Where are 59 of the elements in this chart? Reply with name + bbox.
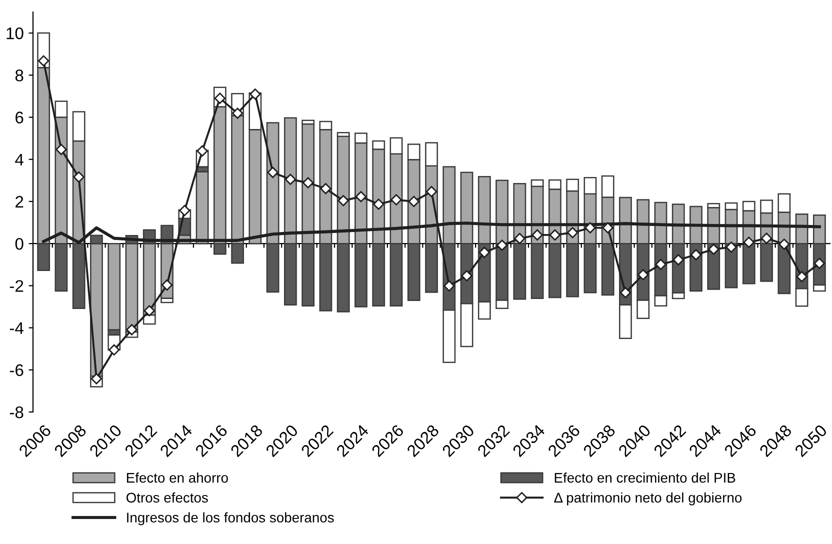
legend-label: Δ patrimonio neto del gobierno [554,492,742,506]
point [126,324,138,336]
point [708,244,720,255]
y-tick-label: 4 [15,154,24,166]
point [566,227,578,238]
bar [108,242,121,331]
point [284,174,296,185]
point [478,246,490,258]
point [408,196,420,208]
point [549,229,561,241]
point [390,194,402,206]
bar [196,171,209,244]
point [320,183,332,194]
point [355,191,367,202]
point [778,238,790,250]
point [496,240,508,251]
point [108,344,120,356]
y-tick-label: -4 [10,322,24,334]
y-tick-label: 8 [15,70,24,82]
point [444,280,455,292]
legend-label: Efecto en ahorro [126,472,228,483]
point [426,186,438,198]
y-tick-label: -6 [10,364,24,376]
point [514,232,526,244]
point [637,269,649,280]
point [796,271,808,282]
point [690,249,702,260]
point [161,279,173,291]
legend-label: Ingresos de los fondos soberanos [127,512,334,526]
point [144,305,155,316]
y-tick-label: 2 [16,196,24,208]
point [655,258,666,270]
point [196,145,208,157]
point [38,55,50,66]
y-tick-label: 6 [16,112,24,124]
point [461,270,472,282]
legend-label: Otros efectos [126,492,208,503]
point [302,177,314,188]
legend-label: Efecto en crecimiento del PIB [554,472,736,483]
point [73,171,84,183]
point [56,144,67,156]
point [584,222,596,234]
point [338,195,349,206]
point [726,242,737,253]
y-tick-label: -8 [10,406,24,418]
point [672,254,684,266]
point [90,373,102,384]
point [250,88,261,100]
point [267,166,278,178]
point [232,108,244,119]
point [743,236,754,248]
y-tick-label: -2 [10,280,24,292]
point [602,222,614,234]
point [620,287,632,298]
point [760,232,772,244]
point [372,198,384,210]
y-tick-label: 10 [6,27,24,40]
point [532,229,543,241]
y-tick-label: 0 [15,238,24,250]
